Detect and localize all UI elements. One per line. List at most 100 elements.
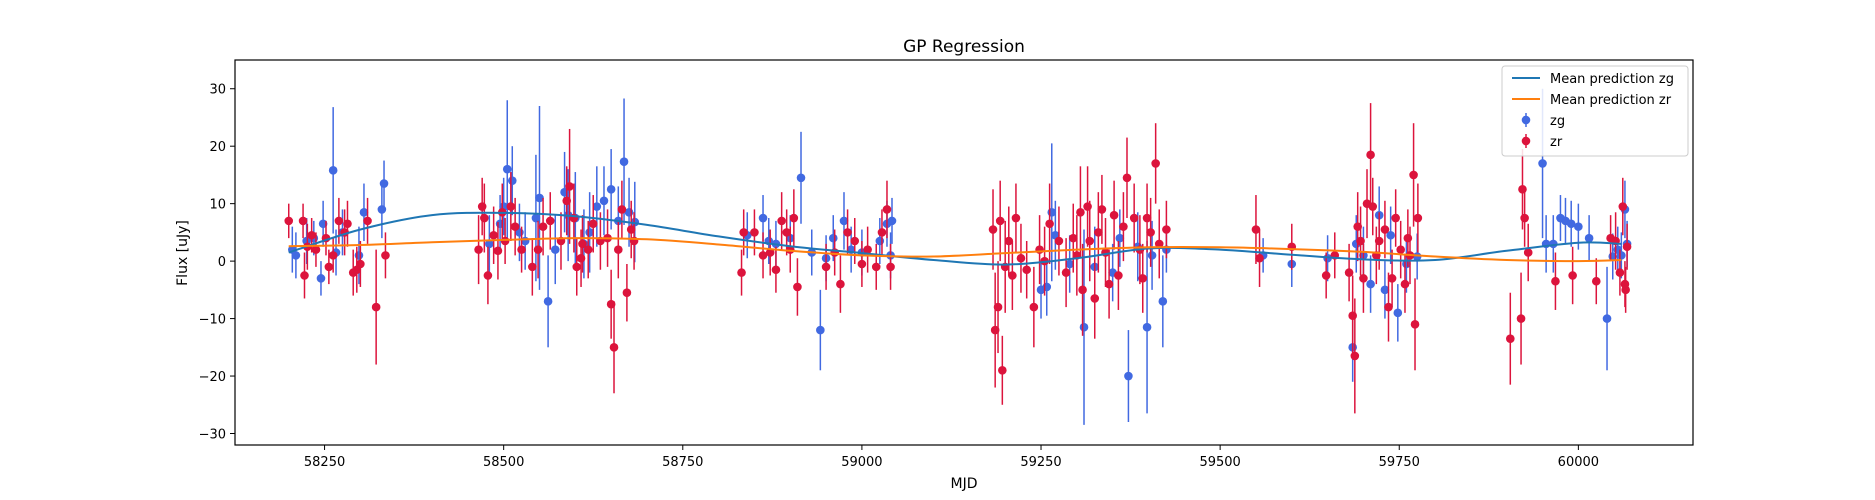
zr-data-point <box>777 216 786 226</box>
zr-data-point <box>1348 311 1357 321</box>
zr-data-point <box>1387 274 1397 283</box>
zg-data-point <box>1386 230 1395 240</box>
zg-data-point <box>1617 251 1626 260</box>
zg-data-point <box>1079 322 1089 332</box>
zr-data-point <box>1083 202 1092 211</box>
zr-data-point <box>1344 268 1354 277</box>
zr-data-point <box>1400 279 1410 289</box>
zr-data-point <box>533 245 543 254</box>
zr-data-point <box>871 262 881 272</box>
zr-data-point <box>1251 225 1261 234</box>
zr-data-point <box>998 365 1007 375</box>
legend-entry: zg <box>1521 113 1565 129</box>
legend-label: zg <box>1550 114 1565 129</box>
zr-data-point <box>1622 242 1632 252</box>
zr-data-point <box>328 251 338 260</box>
zr-data-point <box>493 246 503 256</box>
zr-data-point <box>1162 225 1171 234</box>
zg-data-point <box>359 207 369 217</box>
zr-data-point <box>480 213 489 223</box>
zr-data-point <box>782 228 791 237</box>
legend-label: zr <box>1550 135 1563 150</box>
zr-data-point <box>356 259 365 269</box>
zg-data-point <box>550 245 560 254</box>
zr-data-point <box>1085 236 1095 246</box>
zr-data-point <box>737 268 746 277</box>
zg-data-point <box>758 213 768 223</box>
zg-data-point <box>1142 322 1152 332</box>
zr-data-point <box>1568 271 1577 280</box>
y-tick-label: 10 <box>209 198 226 213</box>
zr-data-point <box>1114 271 1123 280</box>
zr-data-point <box>517 245 526 254</box>
y-tick-label: −30 <box>199 428 226 443</box>
zr-data-point <box>1506 334 1515 343</box>
legend-label: Mean prediction zr <box>1550 93 1672 108</box>
y-tick-label: 20 <box>209 140 226 155</box>
zr-data-point <box>1523 248 1533 257</box>
zr-data-point <box>1356 236 1365 246</box>
zr-data-point <box>474 245 483 254</box>
y-tick-label: −20 <box>199 370 226 385</box>
zg-data-point <box>291 251 301 260</box>
zr-data-point <box>1359 274 1368 283</box>
zg-data-point <box>1115 233 1125 243</box>
zr-data-point <box>371 302 381 312</box>
zg-data-point <box>485 239 494 249</box>
zg-data-point <box>1065 259 1074 269</box>
zr-data-point <box>1321 271 1331 280</box>
zr-data-point <box>622 288 632 298</box>
zr-data-point <box>1097 205 1107 214</box>
x-axis-label: MJD <box>951 476 978 492</box>
zr-data-point <box>284 216 294 226</box>
zr-data-point <box>850 236 860 246</box>
zr-data-point <box>1016 253 1026 263</box>
zg-data-point <box>535 193 544 203</box>
zr-data-point <box>1591 276 1601 286</box>
zg-data-point <box>507 176 517 185</box>
zg-data-point <box>1158 297 1168 306</box>
zg-data-point <box>828 233 838 243</box>
legend: Mean prediction zg Mean prediction zr zg zr <box>1501 65 1689 157</box>
zg-data-point <box>1366 279 1375 289</box>
zg-data-point <box>816 325 825 335</box>
legend-entry: Mean prediction zr <box>1512 93 1672 108</box>
zr-data-point <box>771 265 781 275</box>
zr-data-point <box>545 216 555 226</box>
zr-data-point <box>363 216 372 226</box>
zr-data-point <box>1008 271 1017 280</box>
zg-data-point <box>619 157 629 167</box>
zr-data-point <box>1410 320 1420 329</box>
series-zr <box>284 103 1632 414</box>
zr-data-point <box>565 182 574 191</box>
zr-data-point <box>1054 236 1064 246</box>
zr-data-point <box>836 279 845 289</box>
zr-data-point <box>510 222 520 231</box>
plot-area-frame <box>234 59 1694 446</box>
zr-data-point <box>821 262 831 272</box>
zr-data-point <box>1122 173 1132 183</box>
zr-data-point <box>995 216 1005 226</box>
zr-data-point <box>1516 314 1526 323</box>
zr-data-point <box>1615 268 1625 277</box>
legend-entry: Mean prediction zg <box>1512 72 1674 87</box>
zg-data-point <box>328 166 338 175</box>
zg-data-point <box>543 297 553 306</box>
zg-data-point <box>1566 219 1576 229</box>
zr-data-point <box>1154 239 1164 249</box>
zr-data-point <box>300 271 309 280</box>
zr-data-point <box>1366 150 1375 160</box>
legend-entry: zr <box>1521 134 1563 150</box>
x-tick-label: 59250 <box>1020 455 1061 470</box>
zr-data-point <box>1142 213 1152 223</box>
zr-data-point <box>765 248 775 257</box>
zr-data-point <box>750 228 759 237</box>
zg-data-point <box>1602 314 1612 323</box>
y-tick-label: −10 <box>199 313 226 328</box>
zr-data-point <box>739 228 748 237</box>
zr-data-point <box>1618 202 1628 211</box>
zr-data-point <box>1035 245 1044 254</box>
zr-data-point <box>1045 219 1054 229</box>
zr-data-point <box>477 202 487 211</box>
